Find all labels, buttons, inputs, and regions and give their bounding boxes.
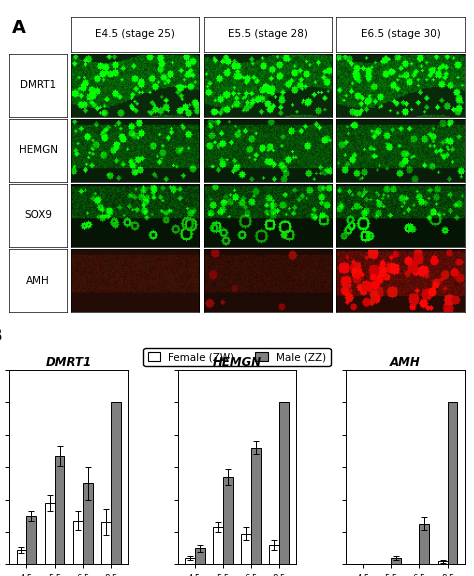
Text: E6.5 (stage 30): E6.5 (stage 30) [361,29,440,39]
Bar [213,527,223,564]
Bar [27,516,36,564]
Bar [241,534,251,564]
Text: AMH: AMH [27,275,50,286]
Text: SOX9: SOX9 [24,210,52,221]
Bar [391,558,401,564]
Bar [185,558,195,564]
Bar [279,403,289,564]
Bar [17,550,27,564]
Legend: Female (ZW), Male (ZZ): Female (ZW), Male (ZZ) [144,348,330,366]
Bar [195,548,205,564]
Text: HEMGN: HEMGN [18,145,58,156]
Bar [251,448,261,564]
Title: HEMGN: HEMGN [212,356,262,369]
Bar [101,522,111,564]
Text: DMRT1: DMRT1 [20,80,56,90]
Text: B: B [0,327,2,346]
Bar [73,521,83,564]
Text: E5.5 (stage 28): E5.5 (stage 28) [228,29,308,39]
Bar [83,483,93,564]
Bar [419,524,429,564]
Bar [269,545,279,564]
Bar [55,456,64,564]
Title: AMH: AMH [390,356,420,369]
Text: E4.5 (stage 25): E4.5 (stage 25) [95,29,175,39]
Bar [111,403,121,564]
Bar [45,503,55,564]
Bar [438,561,447,564]
Bar [447,403,457,564]
Text: A: A [12,19,26,37]
Bar [223,477,233,564]
Title: DMRT1: DMRT1 [46,356,92,369]
